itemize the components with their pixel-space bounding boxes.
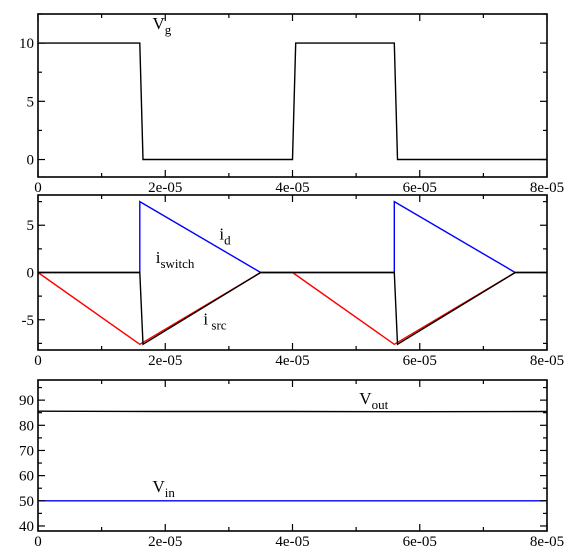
x-tick-label: 6e-05 bbox=[403, 180, 437, 196]
series-line-1 bbox=[38, 200, 547, 274]
annotation-main: V bbox=[153, 14, 166, 33]
annotation-main: V bbox=[153, 477, 166, 496]
series-annotation-label: Vout bbox=[359, 389, 388, 412]
annotation-main: i bbox=[203, 309, 208, 328]
x-tick-label: 4e-05 bbox=[275, 534, 309, 550]
gate-voltage-panel: 0 2e-05 4e-05 6e-05 8e-05 0 5 10 Vg bbox=[19, 13, 564, 196]
x-tick-label: 0 bbox=[34, 534, 42, 550]
y-tick-label: 10 bbox=[19, 36, 34, 52]
plot-frame bbox=[37, 379, 548, 532]
annotation-main: V bbox=[359, 389, 372, 408]
annotation-subscript: src bbox=[208, 317, 227, 332]
series-annotation-label: i src bbox=[203, 309, 226, 332]
annotation-subscript: switch bbox=[160, 256, 194, 271]
x-tick-label: 4e-05 bbox=[275, 180, 309, 196]
series-line-3 bbox=[38, 271, 547, 346]
annotation-main: i bbox=[156, 248, 161, 267]
x-tick-label: 8e-05 bbox=[530, 180, 564, 196]
x-tick-label: 6e-05 bbox=[403, 534, 437, 550]
x-tick-label: 2e-05 bbox=[148, 534, 182, 550]
x-tick-label: 0 bbox=[34, 180, 42, 196]
y-tick-label: 90 bbox=[19, 393, 34, 409]
x-tick-label: 8e-05 bbox=[530, 353, 564, 369]
y-tick-label: 0 bbox=[27, 266, 35, 282]
series-annotation-label: Vg bbox=[153, 14, 172, 37]
x-tick-label: 4e-05 bbox=[275, 353, 309, 369]
y-tick-label: 70 bbox=[19, 443, 34, 459]
annotation-main: i bbox=[219, 224, 224, 243]
y-tick-label: 5 bbox=[27, 94, 35, 110]
x-tick-label: 2e-05 bbox=[148, 353, 182, 369]
annotation-subscript: g bbox=[165, 22, 172, 37]
series-line-1 bbox=[37, 410, 548, 413]
y-tick-label: 0 bbox=[27, 153, 35, 169]
x-tick-label: 2e-05 bbox=[148, 180, 182, 196]
x-tick-label: 0 bbox=[34, 353, 42, 369]
annotation-subscript: d bbox=[224, 232, 231, 247]
y-tick-label: -5 bbox=[22, 313, 35, 329]
x-tick-label: 8e-05 bbox=[530, 534, 564, 550]
y-tick-label: 5 bbox=[27, 218, 35, 234]
annotation-subscript: in bbox=[165, 485, 176, 500]
y-tick-label: 60 bbox=[19, 469, 34, 485]
y-tick-label: 80 bbox=[19, 418, 34, 434]
x-tick-label: 6e-05 bbox=[403, 353, 437, 369]
y-tick-label: 50 bbox=[19, 494, 34, 510]
series-line-1 bbox=[38, 42, 547, 161]
series-annotation-label: Vin bbox=[153, 477, 176, 500]
y-tick-label: 40 bbox=[19, 519, 34, 535]
series-line-2 bbox=[37, 271, 516, 346]
series-annotation-label: iswitch bbox=[156, 248, 195, 271]
annotation-subscript: out bbox=[372, 397, 389, 412]
series-annotation-label: id bbox=[219, 224, 231, 247]
